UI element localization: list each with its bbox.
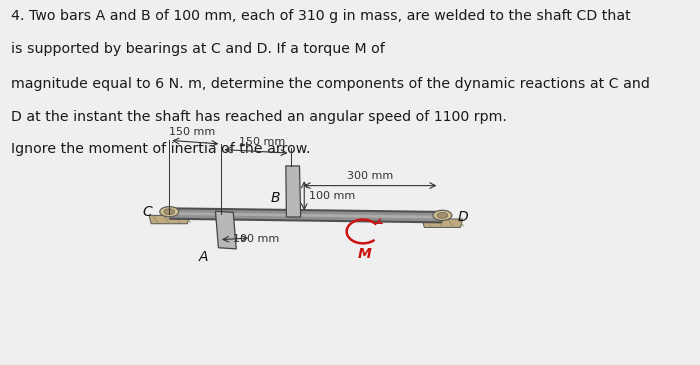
- Text: D at the instant the shaft has reached an angular speed of 1100 rpm.: D at the instant the shaft has reached a…: [10, 110, 507, 123]
- Text: B: B: [271, 191, 281, 205]
- Ellipse shape: [164, 209, 174, 215]
- Text: 300 mm: 300 mm: [347, 171, 393, 181]
- Ellipse shape: [433, 210, 452, 220]
- Text: C: C: [143, 205, 153, 219]
- Text: 100 mm: 100 mm: [233, 234, 279, 244]
- Polygon shape: [286, 166, 301, 217]
- Text: magnitude equal to 6 N. m, determine the components of the dynamic reactions at : magnitude equal to 6 N. m, determine the…: [10, 77, 650, 91]
- Text: 4. Two bars A and B of 100 mm, each of 310 g in mass, are welded to the shaft CD: 4. Two bars A and B of 100 mm, each of 3…: [10, 9, 631, 23]
- Text: Ignore the moment of inertia of the arrow.: Ignore the moment of inertia of the arro…: [10, 142, 310, 156]
- Text: D: D: [457, 210, 468, 224]
- Ellipse shape: [160, 207, 178, 217]
- Text: is supported by bearings at C and D. If a torque M of: is supported by bearings at C and D. If …: [10, 42, 384, 56]
- Polygon shape: [216, 211, 236, 249]
- Text: 150 mm: 150 mm: [239, 137, 285, 147]
- Polygon shape: [149, 215, 190, 224]
- Polygon shape: [422, 219, 463, 227]
- Text: 150 mm: 150 mm: [169, 127, 216, 137]
- Ellipse shape: [437, 212, 448, 218]
- Text: M: M: [357, 247, 371, 261]
- Text: 100 mm: 100 mm: [309, 192, 355, 201]
- Text: A: A: [199, 250, 209, 264]
